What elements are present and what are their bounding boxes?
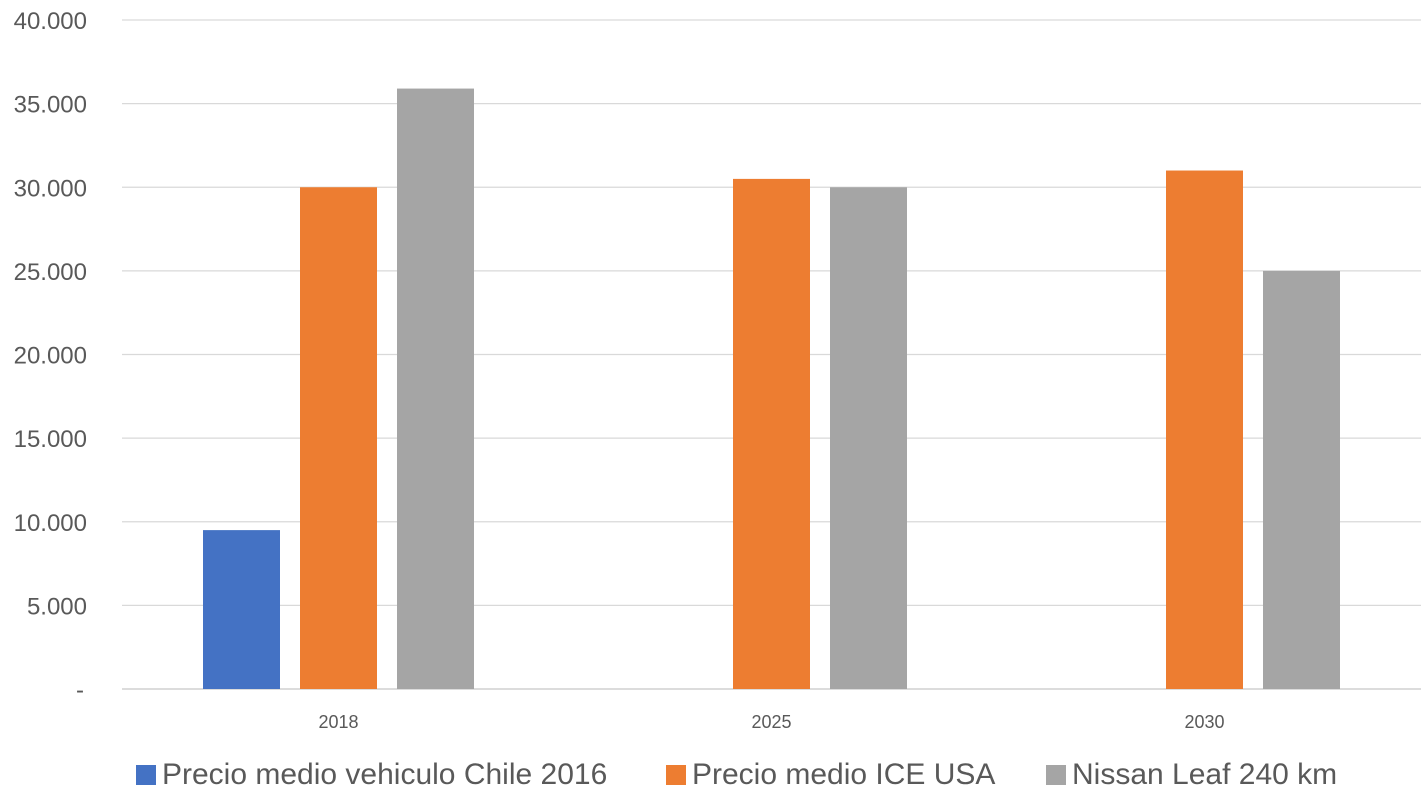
bar-precio-medio-vehiculo-chile-2016-2018 xyxy=(203,530,280,689)
y-tick-label: - xyxy=(76,677,84,704)
y-tick-label: 40.000 xyxy=(14,8,87,35)
x-tick-label: 2030 xyxy=(1184,712,1224,732)
x-tick-label: 2025 xyxy=(751,712,791,732)
y-tick-label: 35.000 xyxy=(14,92,87,119)
legend-item-nissan-leaf: Nissan Leaf 240 km xyxy=(1046,757,1337,793)
legend-swatch-ice-usa xyxy=(666,765,686,785)
y-tick-label: 30.000 xyxy=(14,175,87,202)
legend-item-ice-usa: Precio medio ICE USA xyxy=(666,757,995,793)
legend-item-chile: Precio medio vehiculo Chile 2016 xyxy=(136,757,607,793)
bar-nissan-leaf-240-km-2030 xyxy=(1263,270,1340,689)
y-tick-label: 25.000 xyxy=(14,259,87,286)
bar-precio-medio-ice-usa-2025 xyxy=(733,178,810,689)
legend-label-ice-usa: Precio medio ICE USA xyxy=(692,758,996,791)
legend-label-nissan-leaf: Nissan Leaf 240 km xyxy=(1072,758,1338,791)
legend-swatch-nissan-leaf xyxy=(1046,765,1066,785)
y-tick-label: 5.000 xyxy=(27,593,87,620)
bar-nissan-leaf-240-km-2018 xyxy=(397,88,474,689)
x-tick-label: 2018 xyxy=(318,712,358,732)
legend-swatch-chile xyxy=(136,765,156,785)
bar-precio-medio-ice-usa-2030 xyxy=(1166,170,1243,689)
bar-precio-medio-ice-usa-2018 xyxy=(300,187,377,689)
y-tick-label: 20.000 xyxy=(14,343,87,370)
bar-nissan-leaf-240-km-2025 xyxy=(830,187,907,689)
y-tick-label: 10.000 xyxy=(14,510,87,537)
chart-plot-area: - 5.000 10.000 15.000 20.000 25.000 30.000 35.0… xyxy=(14,8,1421,732)
y-tick-label: 15.000 xyxy=(14,426,87,453)
chart-legend: Precio medio vehiculo Chile 2016 Precio … xyxy=(0,755,1421,795)
legend-label-chile: Precio medio vehiculo Chile 2016 xyxy=(162,758,608,791)
